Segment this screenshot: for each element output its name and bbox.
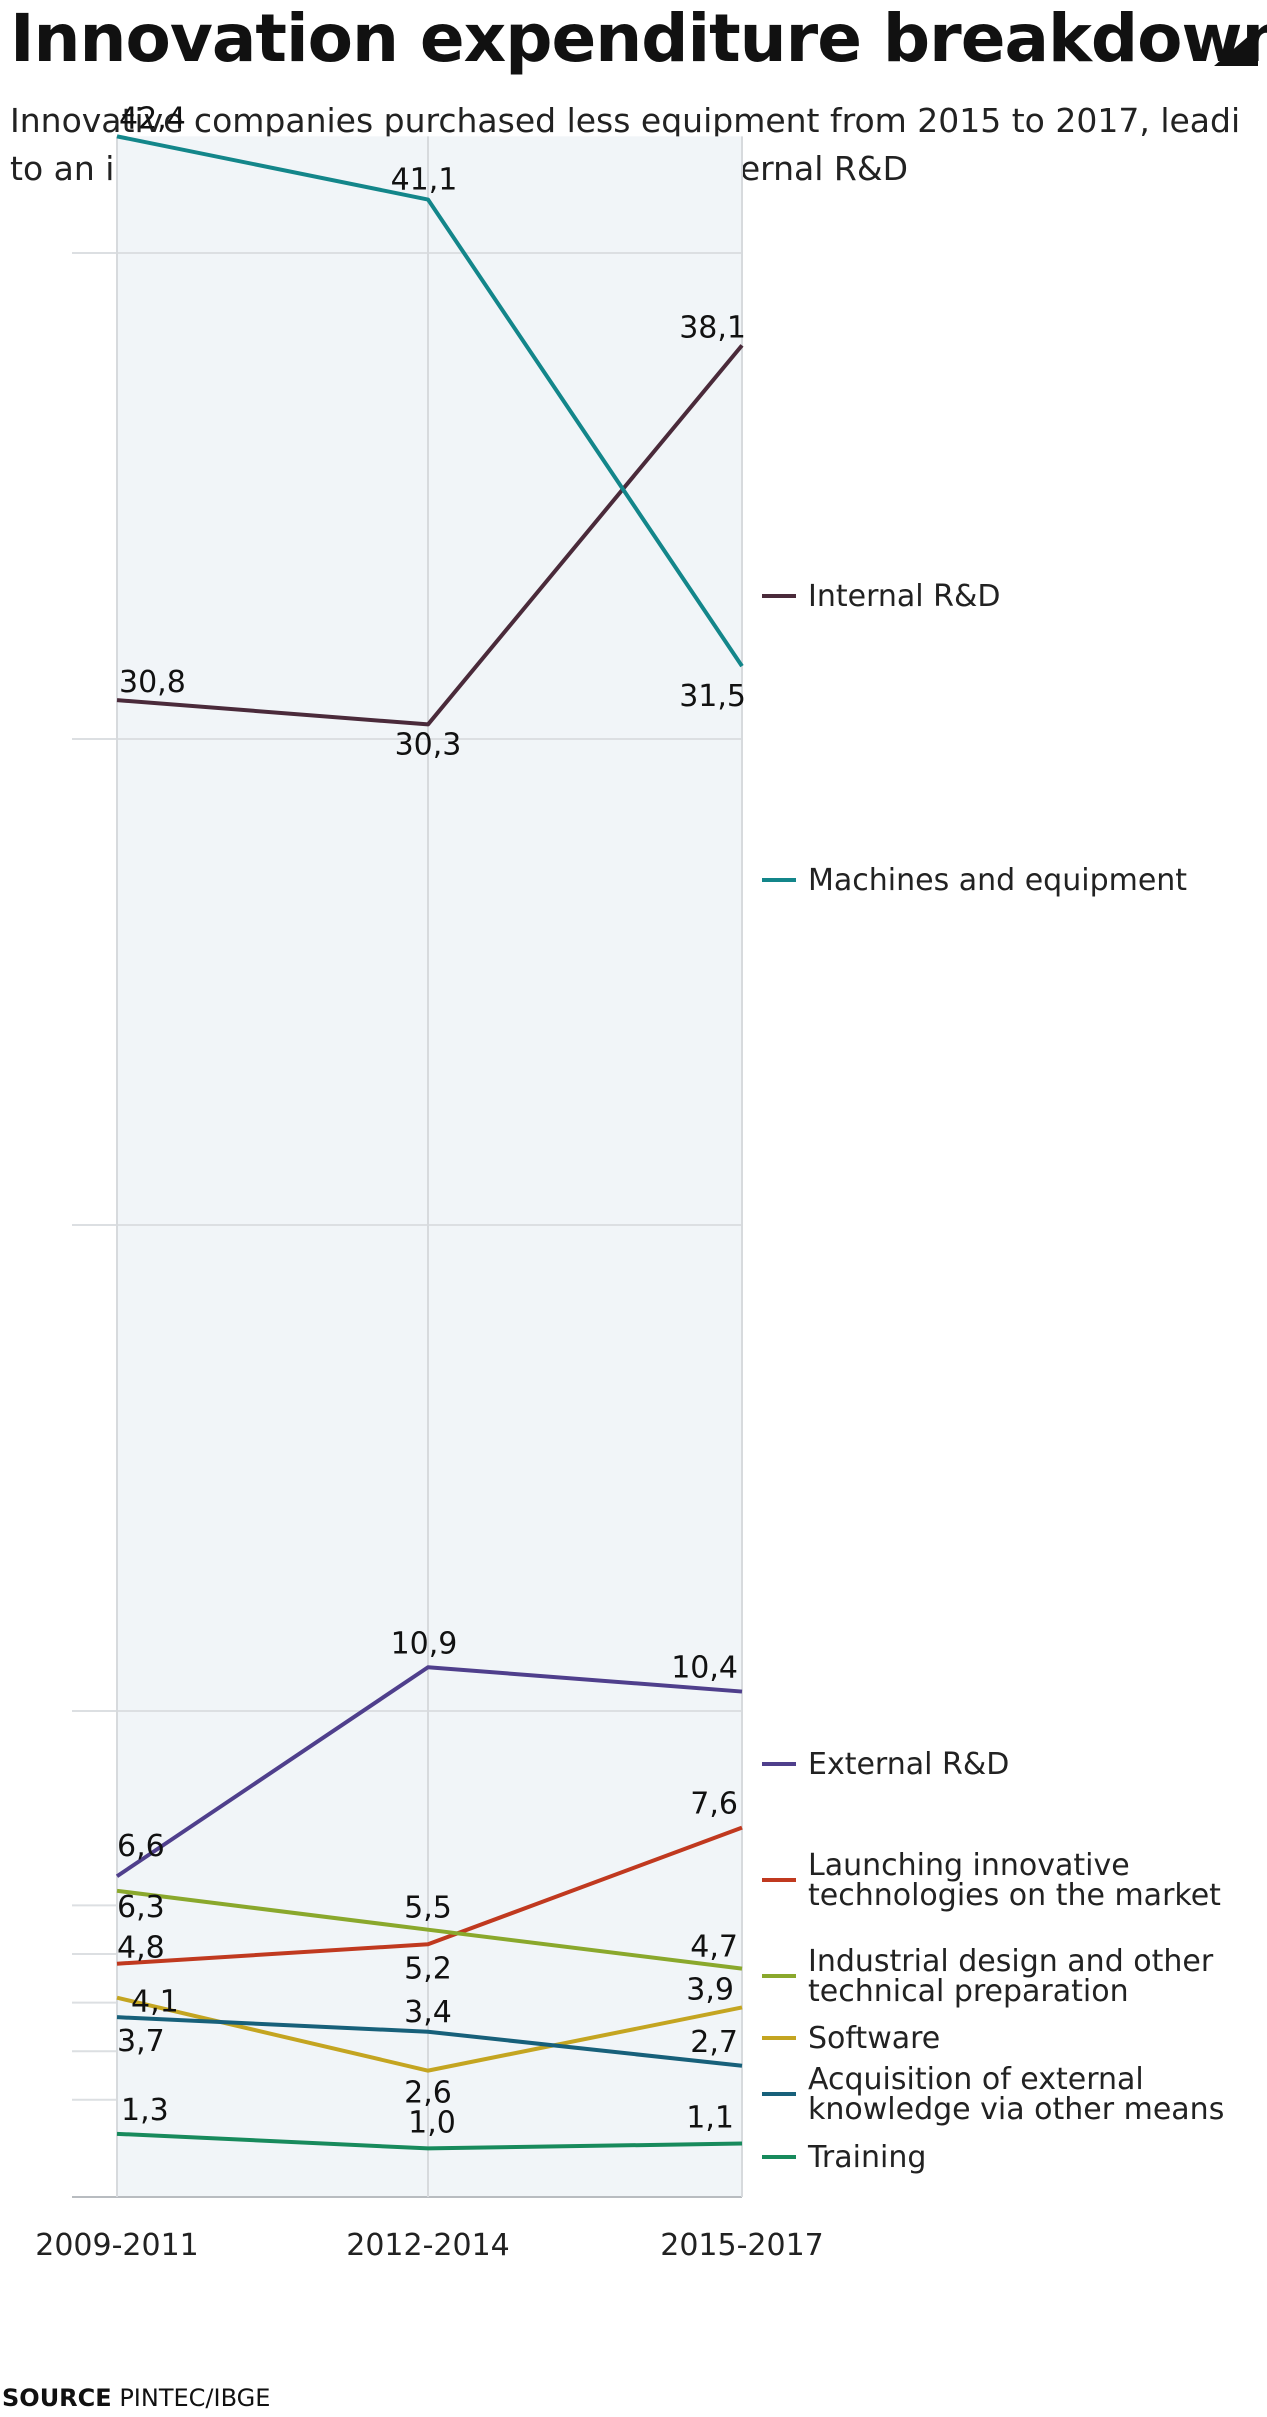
legend-entry: Launching innovative bbox=[808, 1848, 1130, 1883]
data-label: 41,1 bbox=[391, 163, 458, 198]
plot-area bbox=[117, 136, 742, 2197]
data-label: 2,6 bbox=[404, 2076, 452, 2111]
legend-entry: Industrial design and other bbox=[808, 1944, 1214, 1979]
data-label: 1,0 bbox=[408, 2105, 456, 2140]
data-label: 42,4 bbox=[119, 101, 186, 136]
chart-title: Innovation expenditure breakdown bbox=[10, 0, 1267, 77]
data-label: 3,7 bbox=[117, 2024, 165, 2059]
legend-entry: technical preparation bbox=[808, 1974, 1129, 2009]
x-tick-label: 2015-2017 bbox=[660, 2228, 824, 2263]
series-line bbox=[116, 344, 744, 727]
series-line bbox=[116, 2015, 743, 2068]
series-line bbox=[116, 2131, 743, 2151]
data-label: 1,3 bbox=[121, 2093, 169, 2128]
legend-entry: Acquisition of external bbox=[808, 2062, 1144, 2097]
data-label: 5,5 bbox=[404, 1891, 452, 1926]
data-label: 1,1 bbox=[686, 2101, 734, 2136]
triangle-icon bbox=[1214, 28, 1258, 66]
data-label: 4,8 bbox=[117, 1931, 165, 1966]
chart-subtitle-line-1: Innovative companies purchased less equi… bbox=[10, 101, 1241, 140]
legend-entry: technologies on the market bbox=[808, 1878, 1221, 1913]
data-label: 31,5 bbox=[679, 679, 746, 714]
series-line bbox=[116, 134, 744, 668]
data-label: 6,3 bbox=[117, 1890, 165, 1925]
source-note: SOURCE PINTEC/IBGE bbox=[2, 2384, 270, 2412]
legend-entry: Internal R&D bbox=[808, 579, 1001, 614]
data-label: 2,7 bbox=[690, 2025, 738, 2060]
legend-entry: Training bbox=[807, 2140, 926, 2175]
x-tick-label: 2012-2014 bbox=[346, 2228, 510, 2263]
chart-grid bbox=[72, 136, 743, 2198]
line-chart: 30,8 30,3 38,1 42,4 41,1 31,5 6,6 10,9 10,4 4,8 5,… bbox=[35, 101, 1224, 2263]
data-label: 10,9 bbox=[391, 1626, 458, 1661]
data-label: 3,9 bbox=[686, 1972, 734, 2007]
legend-entry: Machines and equipment bbox=[808, 863, 1187, 898]
data-label: 3,4 bbox=[404, 1995, 452, 2030]
chart-data-labels: 30,8 30,3 38,1 42,4 41,1 31,5 6,6 10,9 10,4 4,8 5,… bbox=[117, 101, 746, 2140]
data-label: 30,8 bbox=[119, 665, 186, 700]
series-line bbox=[116, 1888, 743, 1971]
data-label: 4,1 bbox=[131, 1985, 179, 2020]
data-label: 5,2 bbox=[404, 1951, 452, 1986]
series-line bbox=[115, 1665, 743, 1878]
legend-entry: External R&D bbox=[808, 1747, 1009, 1782]
source-text: PINTEC/IBGE bbox=[119, 2384, 271, 2412]
legend-entry: knowledge via other means bbox=[808, 2092, 1224, 2127]
chart-legend: Internal R&D Machines and equipment Extern… bbox=[762, 579, 1224, 2175]
data-label: 4,7 bbox=[690, 1930, 738, 1965]
legend-entry: Software bbox=[808, 2021, 940, 2056]
chart-x-axis: 2009-2011 2012-2014 2015-2017 bbox=[35, 2228, 824, 2263]
data-label: 6,6 bbox=[117, 1829, 165, 1864]
chart-lines bbox=[115, 134, 744, 2151]
data-label: 38,1 bbox=[679, 310, 746, 345]
series-line bbox=[116, 1825, 743, 1966]
data-label: 10,4 bbox=[671, 1651, 738, 1686]
source-label: SOURCE bbox=[2, 2384, 112, 2412]
x-tick-label: 2009-2011 bbox=[35, 2228, 199, 2263]
data-label: 30,3 bbox=[395, 727, 462, 762]
data-label: 7,6 bbox=[690, 1787, 738, 1822]
